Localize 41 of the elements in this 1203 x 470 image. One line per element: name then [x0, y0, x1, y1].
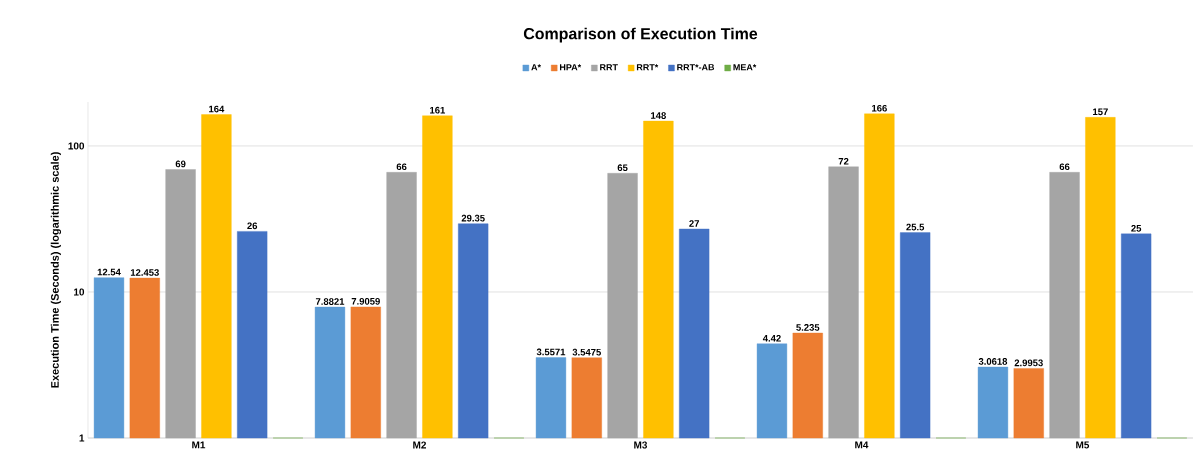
x-tick-label: M5	[1076, 441, 1090, 449]
legend-label: RRT*	[636, 64, 659, 71]
data-label: 25.5	[906, 223, 925, 231]
data-label: 7.8821	[315, 298, 345, 305]
data-label: 5.235	[796, 324, 820, 331]
data-label: 72	[838, 157, 849, 165]
data-label: 3.5571	[536, 348, 566, 356]
data-label: 66	[1059, 163, 1070, 171]
chart-title: Comparison of Execution Time	[523, 27, 758, 43]
data-label: 2.9953	[1014, 359, 1043, 367]
legend-label: HPA*	[559, 64, 582, 71]
data-label: 4.42	[762, 334, 781, 342]
data-label: 164	[209, 105, 225, 113]
x-tick-label: M4	[855, 441, 869, 449]
data-label: 25	[1131, 224, 1142, 232]
legend-label: A*	[531, 64, 542, 71]
data-label: 12.453	[130, 269, 159, 276]
x-tick-label: M2	[413, 441, 427, 449]
data-label: 3.5475	[572, 348, 601, 356]
data-label: 27	[689, 220, 700, 227]
y-tick-label: 10	[74, 288, 85, 296]
legend-label: RRT*-AB	[677, 64, 715, 71]
y-axis-title: Execution Time (Seconds) (logarithmic scale)	[50, 152, 62, 388]
data-label: 69	[175, 160, 186, 168]
data-label: 65	[617, 164, 628, 172]
data-label: 26	[247, 222, 258, 230]
legend-label: MEA*	[733, 64, 757, 71]
data-label: 148	[651, 112, 666, 119]
y-tick-label: 100	[68, 142, 85, 150]
data-label: 166	[872, 104, 887, 112]
data-label: 12.54	[97, 268, 121, 276]
data-label: 29.35	[461, 214, 485, 222]
legend-label: RRT	[600, 64, 618, 71]
x-tick-label: M1	[192, 441, 206, 449]
x-tick-label: M3	[634, 441, 648, 449]
data-label: 3.0618	[978, 358, 1008, 365]
data-label: 66	[396, 163, 407, 171]
y-tick-label: 1	[79, 434, 85, 442]
data-label: 161	[430, 106, 446, 114]
data-label: 157	[1093, 108, 1108, 116]
data-label: 7.9059	[351, 297, 380, 305]
